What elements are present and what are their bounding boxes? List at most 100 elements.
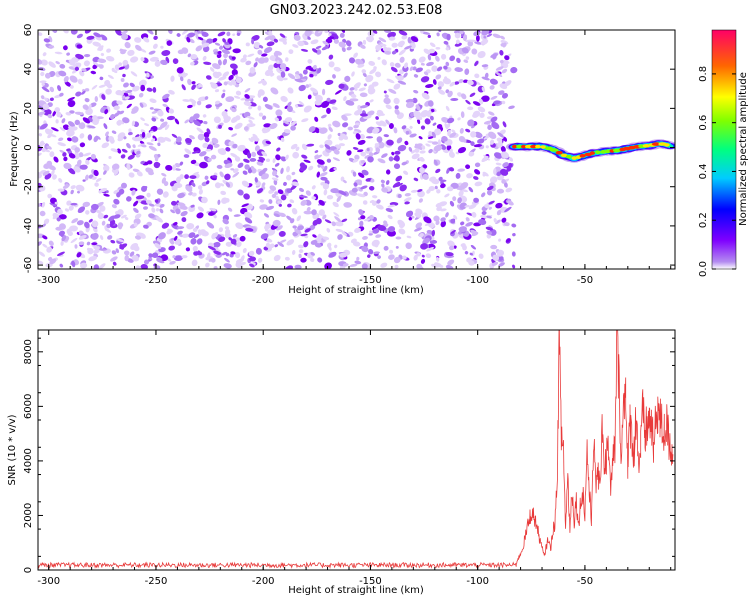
x-tick-label: -50 bbox=[577, 576, 593, 587]
noise-speck bbox=[224, 41, 230, 45]
noise-speck bbox=[262, 96, 268, 102]
noise-speck bbox=[74, 111, 84, 116]
noise-speck bbox=[154, 60, 161, 67]
noise-speck bbox=[80, 262, 88, 269]
noise-speck bbox=[387, 31, 396, 38]
noise-speck bbox=[432, 122, 437, 126]
noise-speck bbox=[53, 156, 59, 163]
noise-speck bbox=[450, 229, 456, 234]
noise-speck bbox=[196, 212, 204, 219]
noise-speck bbox=[462, 34, 468, 41]
noise-speck bbox=[457, 117, 461, 121]
noise-speck bbox=[165, 164, 173, 171]
noise-speck bbox=[388, 254, 395, 260]
x-tick-label: -100 bbox=[466, 275, 489, 286]
colorbar-tick-label: 0.6 bbox=[698, 115, 709, 131]
noise-speck bbox=[357, 149, 364, 153]
noise-speck bbox=[436, 66, 443, 72]
noise-speck bbox=[94, 182, 99, 187]
noise-speck bbox=[70, 237, 78, 244]
noise-speck bbox=[128, 172, 135, 178]
noise-speck bbox=[314, 127, 320, 134]
noise-speck bbox=[362, 235, 368, 240]
noise-speck bbox=[472, 110, 481, 117]
noise-speck bbox=[354, 58, 364, 66]
noise-speck bbox=[228, 237, 232, 241]
noise-speck bbox=[503, 136, 508, 142]
noise-speck bbox=[91, 242, 98, 246]
noise-speck bbox=[166, 115, 176, 121]
noise-speck bbox=[196, 238, 203, 245]
noise-speck bbox=[224, 173, 231, 181]
noise-speck bbox=[481, 95, 490, 102]
noise-speck bbox=[341, 46, 346, 53]
noise-speck bbox=[55, 226, 63, 231]
noise-speck bbox=[151, 110, 158, 114]
noise-speck bbox=[49, 258, 57, 265]
noise-speck bbox=[231, 133, 238, 137]
noise-speck bbox=[115, 248, 120, 254]
noise-speck bbox=[159, 121, 168, 129]
noise-speck bbox=[39, 140, 45, 148]
noise-speck bbox=[314, 154, 323, 160]
noise-speck bbox=[77, 78, 83, 85]
noise-speck bbox=[322, 236, 330, 241]
noise-speck bbox=[92, 64, 98, 70]
noise-speck bbox=[43, 109, 52, 116]
noise-speck bbox=[314, 150, 319, 154]
noise-speck bbox=[273, 38, 278, 43]
noise-speck bbox=[222, 71, 230, 78]
noise-speck bbox=[398, 228, 406, 235]
noise-speck bbox=[414, 143, 423, 149]
noise-speck bbox=[484, 204, 490, 209]
noise-speck bbox=[496, 137, 503, 142]
noise-speck bbox=[265, 242, 271, 248]
noise-speck bbox=[121, 33, 129, 41]
noise-speck bbox=[88, 218, 93, 223]
noise-speck bbox=[377, 113, 381, 117]
noise-speck bbox=[82, 104, 89, 110]
band-peak bbox=[595, 150, 601, 154]
noise-speck bbox=[41, 147, 46, 153]
noise-speck bbox=[164, 124, 170, 131]
noise-speck bbox=[254, 177, 258, 183]
noise-speck bbox=[377, 141, 385, 149]
noise-speck bbox=[217, 59, 222, 66]
noise-speck bbox=[447, 240, 455, 248]
noise-speck bbox=[388, 156, 394, 162]
noise-speck bbox=[56, 217, 61, 222]
noise-speck bbox=[146, 142, 154, 146]
noise-speck bbox=[446, 186, 454, 192]
noise-speck bbox=[478, 219, 487, 225]
noise-speck bbox=[64, 208, 70, 212]
noise-speck bbox=[201, 196, 208, 204]
noise-speck bbox=[294, 228, 302, 235]
noise-speck bbox=[394, 108, 400, 115]
colorbar-tick-label: 0.2 bbox=[698, 212, 709, 228]
noise-speck bbox=[459, 30, 464, 35]
noise-speck bbox=[146, 192, 151, 198]
noise-speck bbox=[407, 36, 412, 44]
noise-speck bbox=[85, 108, 93, 116]
noise-speck bbox=[481, 192, 486, 198]
noise-speck bbox=[317, 257, 323, 263]
noise-speck bbox=[293, 34, 301, 41]
noise-speck bbox=[140, 264, 148, 269]
noise-speck bbox=[409, 42, 416, 50]
noise-speck bbox=[338, 83, 345, 89]
noise-speck bbox=[456, 57, 461, 64]
noise-speck bbox=[362, 39, 367, 45]
noise-speck bbox=[75, 91, 82, 97]
noise-speck bbox=[392, 181, 401, 188]
noise-speck bbox=[126, 142, 131, 149]
noise-speck bbox=[425, 253, 432, 259]
noise-speck bbox=[483, 35, 487, 39]
noise-speck bbox=[322, 214, 327, 220]
noise-speck bbox=[253, 62, 258, 68]
noise-speck bbox=[259, 199, 265, 203]
noise-speck bbox=[343, 96, 347, 102]
noise-speck bbox=[375, 234, 382, 238]
band-peak bbox=[600, 150, 607, 154]
noise-speck bbox=[162, 191, 169, 198]
noise-speck bbox=[73, 166, 81, 173]
